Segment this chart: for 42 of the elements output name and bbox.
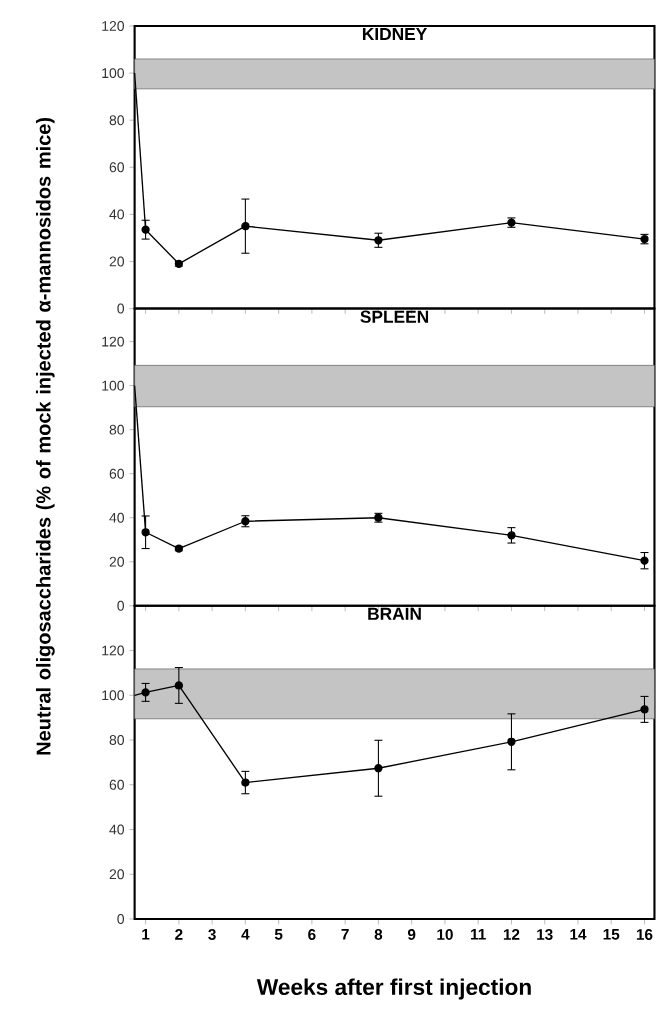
y-tick-label: 40 [109,512,125,523]
y-tick-label: 40 [109,209,125,220]
y-tick-label: 20 [109,869,125,880]
y-tick-label: 0 [117,600,125,611]
y-tick-label: 40 [109,824,125,835]
x-tick-label: 12 [503,929,520,940]
x-tick-label: 3 [208,929,216,940]
y-tick-label: 100 [102,690,125,701]
y-tick-label: 60 [109,779,125,790]
x-tick-label: 8 [374,929,383,940]
x-tick-label: 14 [570,929,587,940]
x-tick-label: 6 [308,929,316,940]
y-tick-label: 60 [109,468,125,479]
y-tick-label: 80 [109,424,125,435]
x-tick-label: 10 [437,929,453,940]
x-tick-label: 4 [241,929,250,940]
x-tick-label: 13 [537,929,553,940]
y-tick-label: 100 [102,68,125,79]
x-axis-title: Weeks after first injection [256,978,531,1000]
x-tick-label: 7 [341,929,349,940]
x-tick-label: 15 [603,929,620,940]
y-tick-label: 120 [102,336,125,347]
chart-title: BRAIN [368,607,421,620]
y-tick-label: 80 [109,735,125,746]
y-tick-label: 80 [109,115,125,126]
y-tick-label: 0 [117,303,125,314]
y-tick-label: 100 [102,380,125,391]
y-tick-label: 20 [109,556,125,567]
y-tick-label: 20 [109,256,125,267]
x-tick-label: 2 [175,929,183,940]
y-tick-label: 60 [109,162,125,173]
x-tick-label: 9 [408,929,416,940]
chart-title: KIDNEY [363,28,428,40]
x-tick-label: 16 [637,929,653,940]
chart-title: SPLEEN [360,310,429,323]
x-tick-label: 1 [142,929,150,940]
x-tick-label: 11 [471,929,486,940]
y-tick-label: 120 [102,21,125,31]
y-axis-title: Neutral oligosaccharides (% of mock injected α-mannosidos mice) [36,117,55,755]
x-tick-label: 5 [274,929,283,940]
y-tick-label: 120 [102,645,125,656]
y-tick-label: 0 [117,914,125,924]
